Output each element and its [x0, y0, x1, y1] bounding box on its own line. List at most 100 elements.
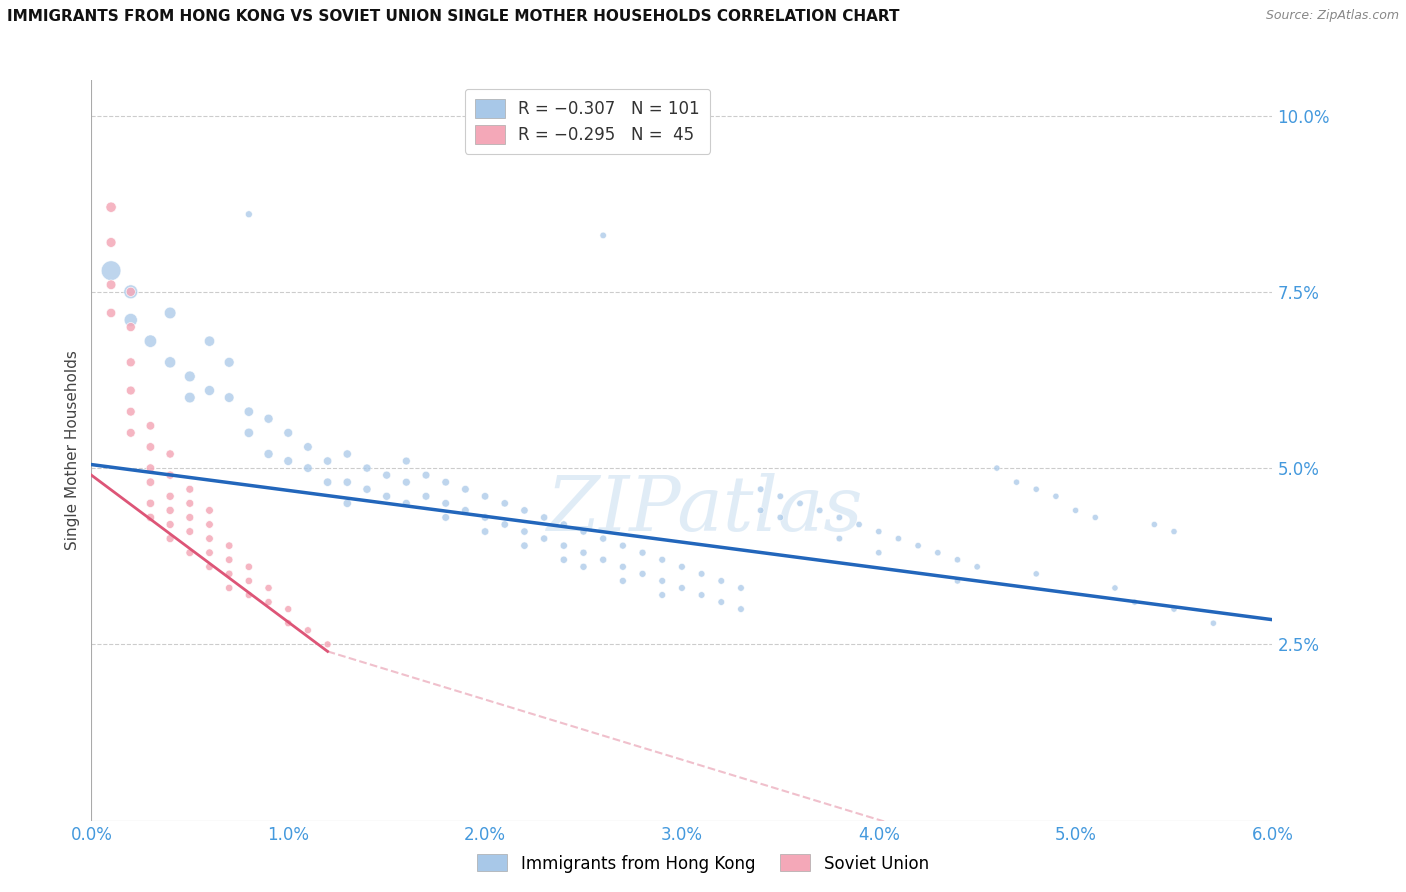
Point — [179, 510, 201, 524]
Point — [651, 588, 673, 602]
Point — [651, 553, 673, 567]
Point — [651, 574, 673, 588]
Point — [592, 553, 614, 567]
Point — [159, 306, 181, 320]
Point — [198, 532, 221, 546]
Point — [139, 510, 162, 524]
Point — [1163, 602, 1185, 616]
Point — [257, 595, 280, 609]
Point — [828, 510, 851, 524]
Point — [572, 524, 595, 539]
Point — [159, 447, 181, 461]
Point — [238, 588, 260, 602]
Point — [277, 425, 299, 440]
Point — [631, 546, 654, 560]
Point — [198, 559, 221, 574]
Point — [966, 559, 988, 574]
Point — [434, 510, 457, 524]
Point — [159, 468, 181, 483]
Point — [1202, 616, 1225, 631]
Point — [474, 489, 496, 503]
Point — [730, 581, 752, 595]
Point — [297, 624, 319, 638]
Point — [257, 581, 280, 595]
Point — [238, 405, 260, 419]
Point — [218, 566, 240, 581]
Point — [513, 524, 536, 539]
Point — [690, 588, 713, 602]
Point — [474, 510, 496, 524]
Point — [671, 559, 693, 574]
Point — [710, 595, 733, 609]
Point — [690, 566, 713, 581]
Point — [395, 475, 418, 490]
Point — [336, 447, 359, 461]
Point — [1123, 595, 1146, 609]
Point — [1045, 489, 1067, 503]
Point — [100, 306, 122, 320]
Point — [316, 637, 339, 651]
Legend: Immigrants from Hong Kong, Soviet Union: Immigrants from Hong Kong, Soviet Union — [471, 847, 935, 880]
Point — [218, 553, 240, 567]
Point — [100, 235, 122, 250]
Point — [434, 496, 457, 510]
Point — [1025, 566, 1047, 581]
Point — [356, 461, 378, 475]
Point — [198, 503, 221, 517]
Point — [198, 334, 221, 348]
Point — [828, 532, 851, 546]
Point — [277, 616, 299, 631]
Point — [139, 496, 162, 510]
Point — [986, 461, 1008, 475]
Point — [179, 482, 201, 496]
Point — [553, 539, 575, 553]
Point — [218, 581, 240, 595]
Point — [946, 574, 969, 588]
Point — [120, 285, 142, 299]
Point — [887, 532, 910, 546]
Point — [612, 574, 634, 588]
Point — [474, 524, 496, 539]
Point — [749, 482, 772, 496]
Point — [375, 468, 398, 483]
Point — [946, 553, 969, 567]
Point — [513, 539, 536, 553]
Point — [238, 559, 260, 574]
Point — [120, 313, 142, 327]
Text: IMMIGRANTS FROM HONG KONG VS SOVIET UNION SINGLE MOTHER HOUSEHOLDS CORRELATION C: IMMIGRANTS FROM HONG KONG VS SOVIET UNIO… — [7, 9, 900, 24]
Point — [612, 559, 634, 574]
Point — [159, 517, 181, 532]
Point — [533, 532, 555, 546]
Point — [434, 475, 457, 490]
Point — [257, 411, 280, 425]
Point — [789, 496, 811, 510]
Point — [120, 285, 142, 299]
Point — [592, 532, 614, 546]
Point — [927, 546, 949, 560]
Point — [868, 524, 890, 539]
Point — [572, 546, 595, 560]
Point — [1025, 482, 1047, 496]
Point — [159, 503, 181, 517]
Point — [375, 489, 398, 503]
Point — [356, 482, 378, 496]
Point — [198, 384, 221, 398]
Point — [1163, 524, 1185, 539]
Point — [415, 489, 437, 503]
Point — [277, 602, 299, 616]
Point — [218, 355, 240, 369]
Point — [257, 447, 280, 461]
Point — [395, 454, 418, 468]
Point — [808, 503, 831, 517]
Point — [612, 539, 634, 553]
Point — [316, 475, 339, 490]
Point — [179, 524, 201, 539]
Point — [592, 228, 614, 243]
Point — [1104, 581, 1126, 595]
Point — [139, 461, 162, 475]
Point — [454, 503, 477, 517]
Point — [139, 334, 162, 348]
Point — [631, 566, 654, 581]
Point — [572, 559, 595, 574]
Point — [218, 391, 240, 405]
